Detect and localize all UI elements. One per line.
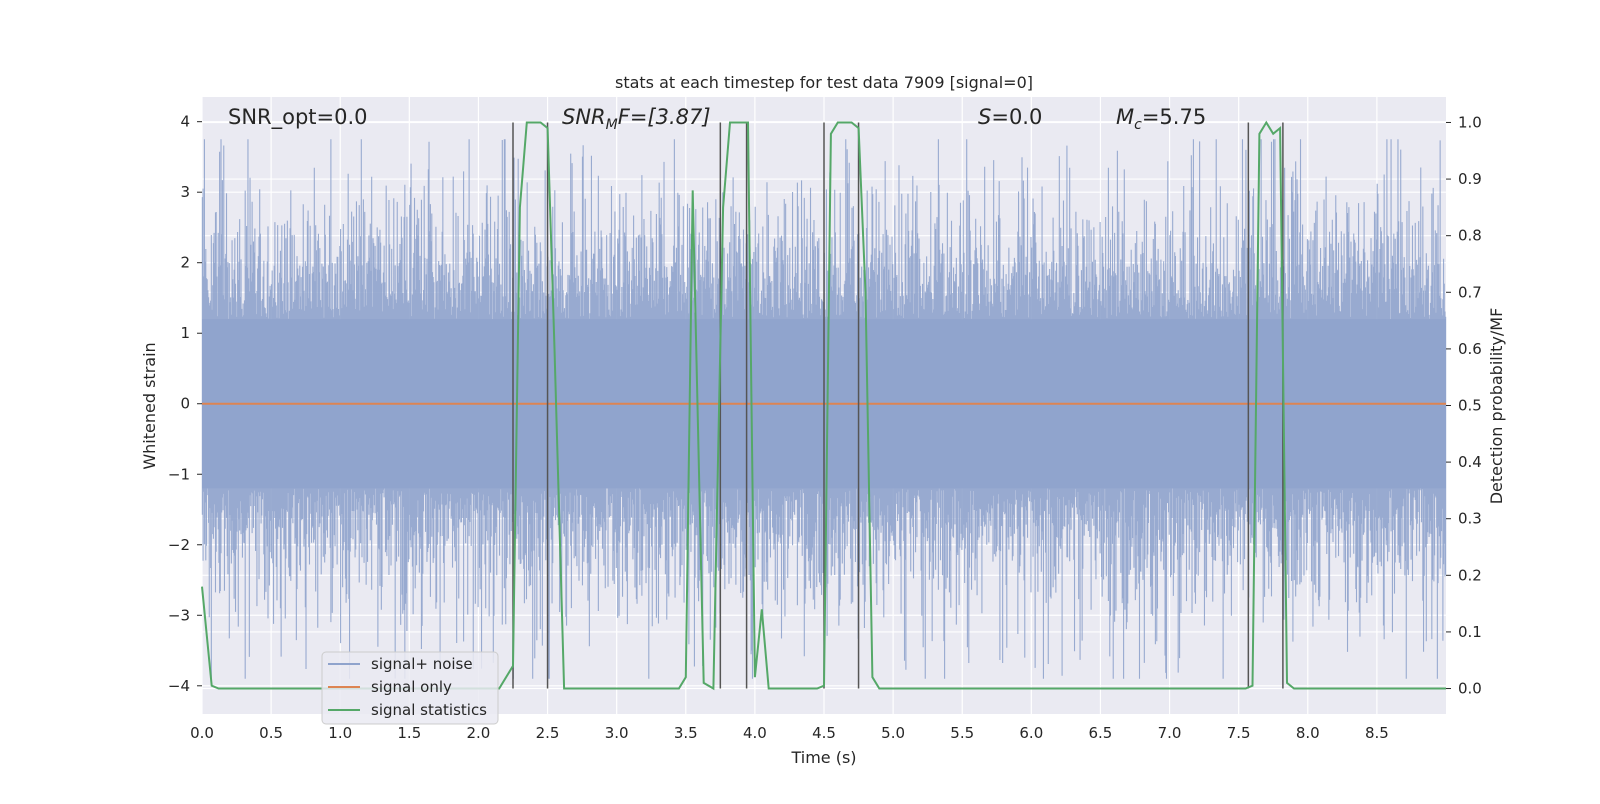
x-tick-label: 3.0 — [605, 724, 629, 742]
y-tick-label: −2 — [168, 536, 190, 554]
y2-tick-label: 0.8 — [1458, 227, 1482, 245]
legend-label-stats: signal statistics — [371, 701, 487, 719]
y2-tick-label: 0.3 — [1458, 510, 1482, 528]
x-tick-label: 0.5 — [259, 724, 283, 742]
y2-tick-label: 1.0 — [1458, 113, 1482, 131]
x-tick-label: 5.0 — [881, 724, 905, 742]
x-tick-label: 0.0 — [190, 724, 214, 742]
y2-tick-label: 0.0 — [1458, 680, 1482, 698]
noise-trace — [201, 139, 1447, 679]
y2-tick-label: 0.7 — [1458, 283, 1482, 301]
x-ticks: 0.0 0.5 1.0 1.5 2.0 2.5 3.0 3.5 4.0 4.5 5.0 5.5 6.0 6… — [190, 724, 1389, 742]
y2-ticks: 0.0 0.1 0.2 0.3 0.4 0.5 0.6 0.7 0.8 0.9 1.0 — [1446, 113, 1482, 698]
annotation-s: S=0.0 — [978, 105, 1042, 129]
y-tick-label: 3 — [180, 183, 190, 201]
y2-axis-label: Detection probability/MF — [1487, 308, 1506, 505]
chart-title: stats at each timestep for test data 790… — [615, 73, 1033, 92]
legend-box — [321, 651, 499, 725]
y2-tick-label: 0.6 — [1458, 340, 1482, 358]
annotation-mc: Mc=5.75 — [1116, 105, 1206, 133]
x-tick-label: 1.0 — [328, 724, 352, 742]
x-tick-label: 2.0 — [467, 724, 491, 742]
y-tick-label: −3 — [168, 606, 190, 624]
y2-tick-label: 0.1 — [1458, 623, 1482, 641]
x-tick-label: 5.5 — [950, 724, 974, 742]
annotation-snr-opt: SNR_opt=0.0 — [228, 105, 368, 130]
x-tick-label: 3.5 — [674, 724, 698, 742]
legend-label-noise: signal+ noise — [371, 655, 473, 673]
x-tick-label: 4.5 — [812, 724, 836, 742]
x-tick-label: 7.0 — [1158, 724, 1182, 742]
annotation-snr-mf: SNRMF=[3.87] — [562, 105, 711, 133]
y2-tick-label: 0.5 — [1458, 397, 1482, 415]
x-tick-label: 8.0 — [1296, 724, 1320, 742]
y-tick-label: 1 — [180, 324, 190, 342]
x-axis-label: Time (s) — [790, 748, 856, 767]
x-tick-label: 7.5 — [1227, 724, 1251, 742]
y-tick-label: −1 — [168, 465, 190, 483]
x-tick-label: 4.0 — [743, 724, 767, 742]
x-tick-label: 1.5 — [397, 724, 421, 742]
y-axis-label: Whitened strain — [140, 342, 159, 469]
y-tick-label: −4 — [168, 677, 190, 695]
y2-tick-label: 0.2 — [1458, 566, 1482, 584]
y-tick-label: 0 — [180, 395, 190, 413]
y2-tick-label: 0.9 — [1458, 170, 1482, 188]
x-tick-label: 2.5 — [536, 724, 560, 742]
y-ticks: −4 −3 −2 −1 0 1 2 3 4 — [168, 113, 202, 695]
legend-label-signal: signal only — [371, 678, 452, 696]
y2-tick-label: 0.4 — [1458, 453, 1482, 471]
x-tick-label: 6.5 — [1089, 724, 1113, 742]
x-tick-label: 6.0 — [1019, 724, 1043, 742]
y-tick-label: 2 — [180, 254, 190, 272]
legend: signal+ noise signal only signal statist… — [321, 651, 499, 725]
y-tick-label: 4 — [180, 113, 190, 131]
signal-statistics-series — [201, 120, 1446, 691]
x-tick-label: 8.5 — [1365, 724, 1389, 742]
